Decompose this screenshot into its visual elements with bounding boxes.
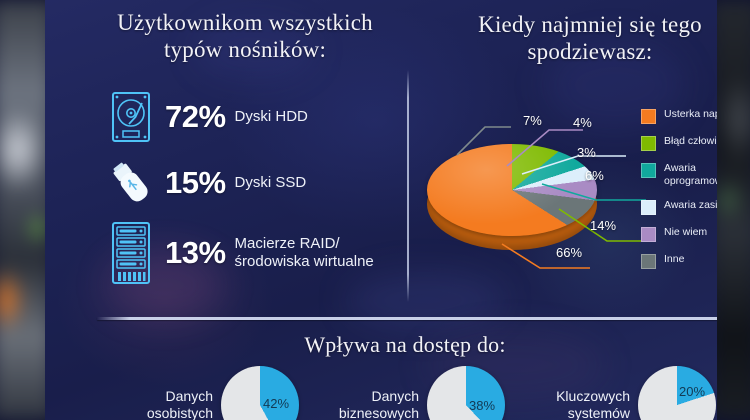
legend-item-awaria-oprogramowania[interactable]: Awaria oprogramowania [641,162,717,188]
pie-label-blad-czlowieka: 14% [590,218,617,233]
mini-pie-label: Danych biznesowych [338,388,419,420]
vertical-divider [407,70,409,302]
pie-label-zasilania: 3% [577,145,596,160]
stat-row-ssd: 15% Dyski SSD [103,152,306,214]
leader-line-66 [500,242,600,274]
stat-percent: 72% [165,99,226,134]
leader-line-6 [540,178,650,210]
access-impact-critical-systems: Kluczowych systemów 20% [534,366,716,420]
stat-row-hdd: 72% Dyski HDD [103,86,308,148]
stat-percent: 15% [165,165,226,200]
mini-pie-chart: 20% [638,366,716,420]
legend-swatch [641,199,656,215]
hard-disk-icon [103,86,159,148]
stat-percent: 13% [165,235,226,270]
horizontal-divider [97,317,717,320]
legend-label: Awaria zasilania [664,198,717,211]
mini-pie-chart: 42% [221,366,299,420]
pie-label-usterka-napedu: 66% [556,245,583,260]
leader-line-4 [505,128,595,173]
legend-label: Nie wiem [664,225,708,238]
leader-line-7 [455,125,525,175]
mini-pie-label: Danych osobistych [146,388,213,420]
legend-swatch [641,226,656,242]
legend-item-usterka-napedu[interactable]: Usterka napędu [641,108,717,124]
section-title-causes: Kiedy najmniej się tego spodziewasz: [478,12,702,64]
legend-swatch [641,253,656,269]
legend-label: Awaria oprogramowania [664,162,717,187]
pie-label-nie-wiem: 4% [573,115,592,130]
legend-item-inne[interactable]: Inne [641,253,717,269]
legend-swatch [641,109,656,124]
stat-label: Macierze RAID/ środowiska wirtualne [234,235,374,270]
access-impact-personal-data: Danych osobistych 42% [117,366,299,420]
legend-label: Inne [664,252,685,265]
pie-label-inne: 7% [523,113,542,128]
server-rack-icon [103,222,159,284]
usb-flash-drive-icon [103,152,159,214]
legend-item-blad-czlowieka[interactable]: Błąd człowieka [641,135,717,151]
leader-line-14 [557,205,657,245]
pie-label-oprogramowania: 6% [585,168,604,183]
mini-pie-label: Kluczowych systemów [556,388,630,420]
leader-line-3 [520,150,630,182]
causes-legend: Usterka napędu Błąd człowieka Awaria opr… [641,108,717,280]
stat-row-raid: 13% Macierze RAID/ środowiska wirtualne [103,222,415,284]
mini-pie-value: 38% [469,398,496,413]
legend-label: Błąd człowieka [664,135,717,147]
section-title-media-types: Użytkownikom wszystkich typów nośników: [117,10,373,62]
access-impact-business-data: Danych biznesowych 38% [323,366,505,420]
mini-pie-value: 42% [263,396,290,411]
stat-label: Dyski SSD [234,174,307,192]
main-panel: Użytkownikom wszystkich typów nośników: … [45,0,717,420]
legend-item-awaria-zasilania[interactable]: Awaria zasilania [641,199,717,215]
mini-pie-chart: 38% [427,366,505,420]
legend-swatch [641,163,656,178]
mini-pie-value: 20% [679,384,706,399]
stat-label: Dyski HDD [234,108,308,126]
legend-swatch [641,136,656,151]
legend-item-nie-wiem[interactable]: Nie wiem [641,226,717,242]
section-title-access-impact: Wpływa na dostęp do: [304,332,506,357]
legend-label: Usterka napędu [664,108,717,120]
